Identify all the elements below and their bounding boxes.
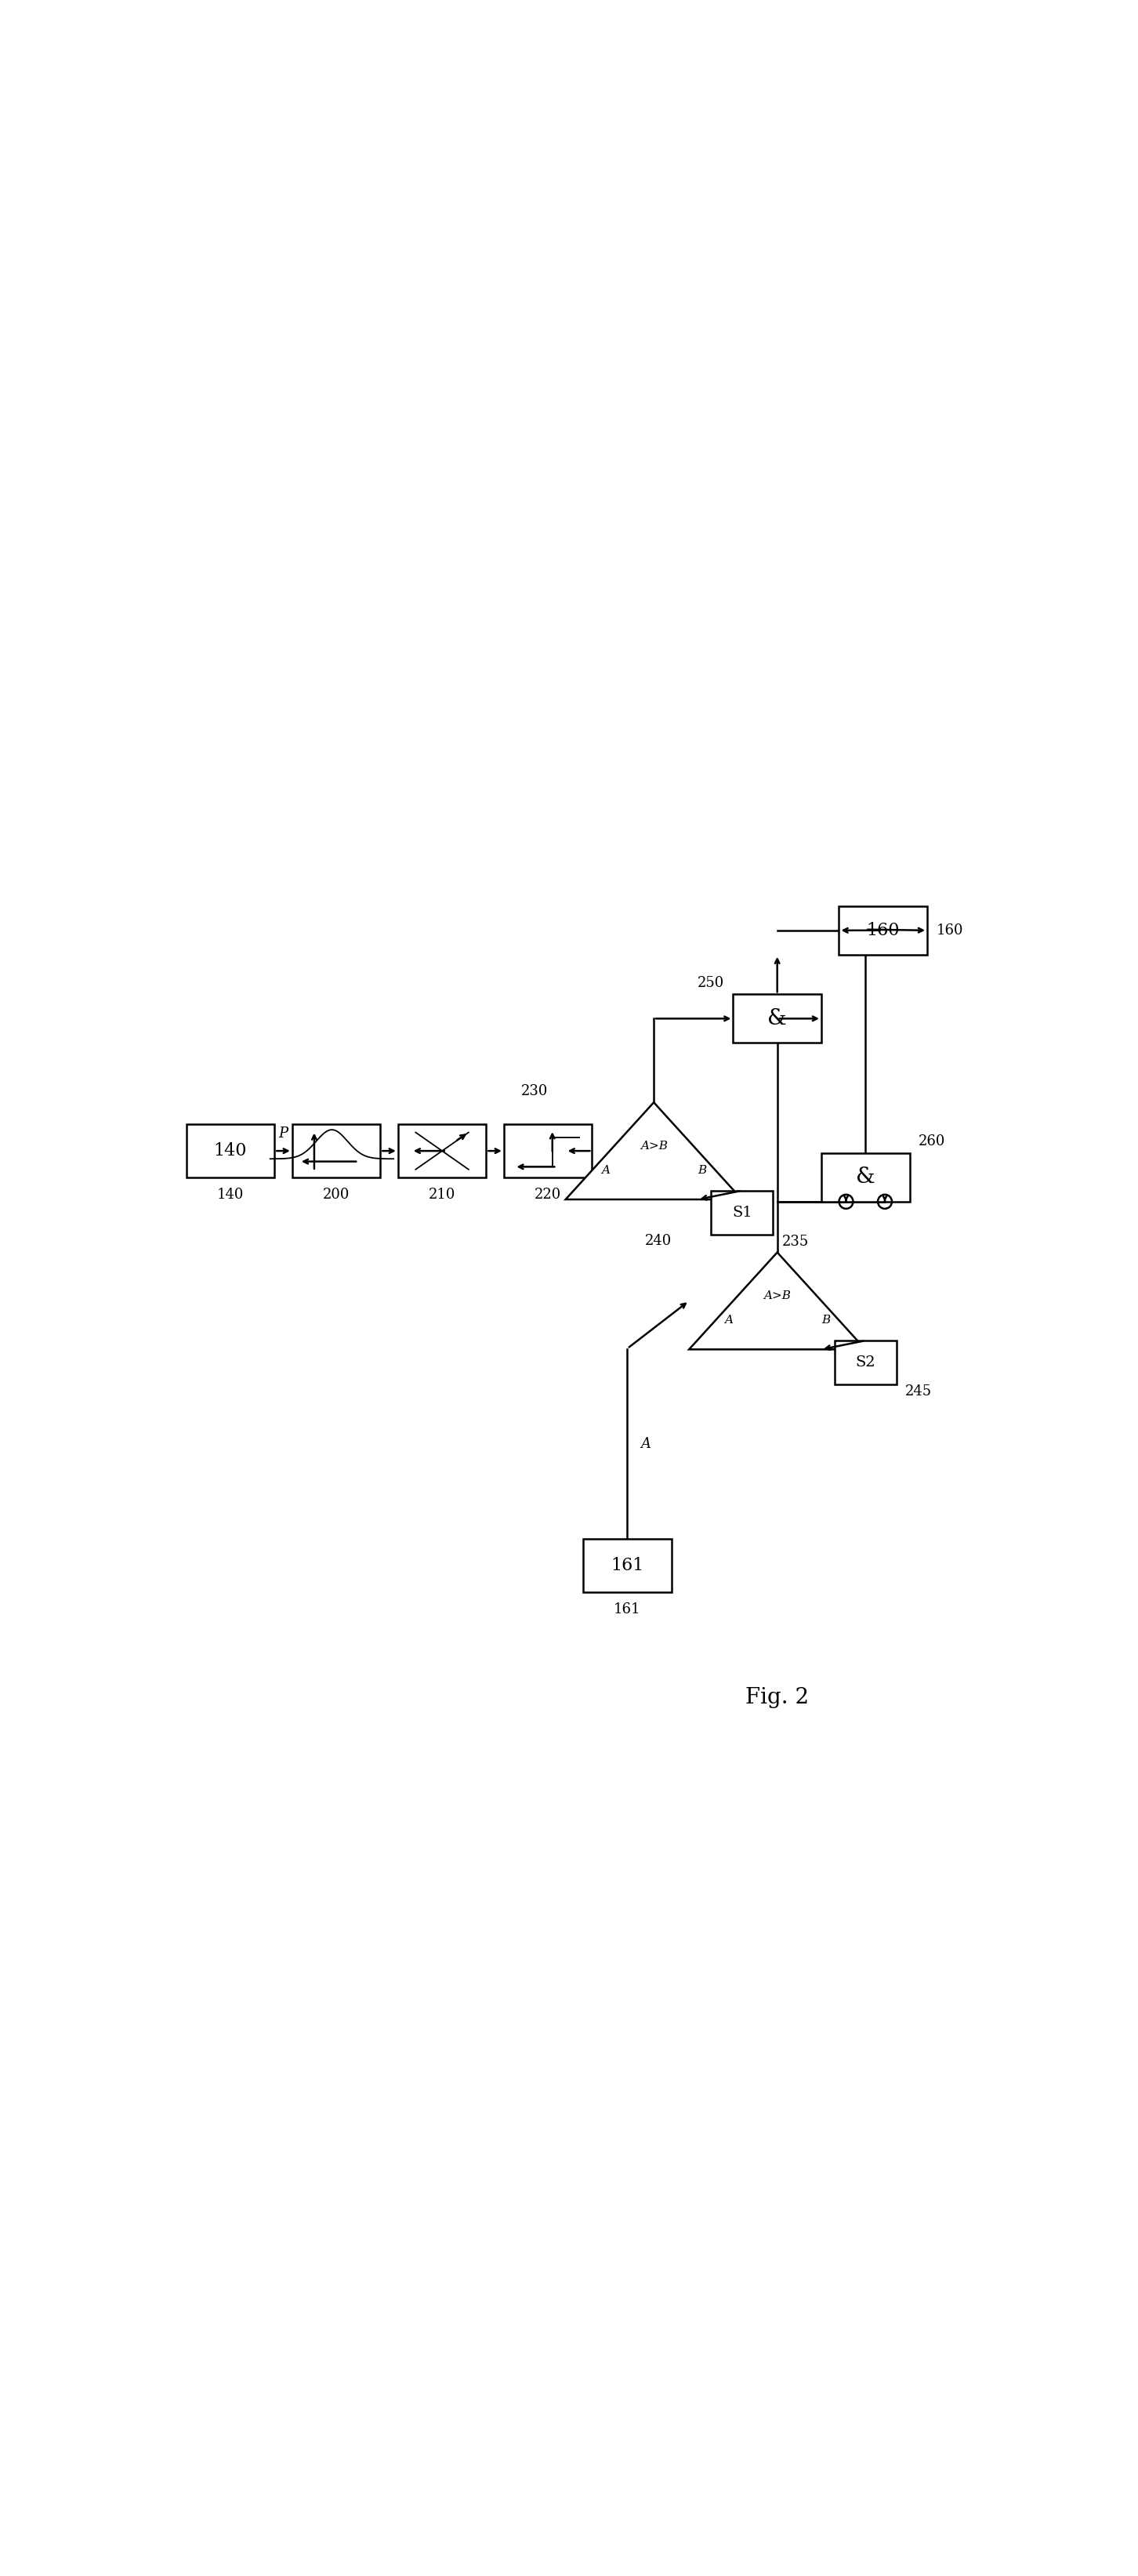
Text: 230: 230 — [521, 1084, 549, 1097]
Text: &: & — [767, 1007, 787, 1030]
Text: 245: 245 — [905, 1386, 932, 1399]
Bar — [834, 1340, 897, 1386]
Text: 160: 160 — [866, 922, 900, 940]
Text: S1: S1 — [732, 1206, 752, 1218]
Text: 210: 210 — [429, 1188, 455, 1203]
Text: 161: 161 — [613, 1602, 641, 1618]
Bar — [292, 1126, 380, 1177]
Bar — [839, 907, 927, 956]
Text: 250: 250 — [698, 976, 724, 989]
Text: 160: 160 — [935, 922, 963, 938]
Bar — [822, 1154, 909, 1200]
Bar — [733, 994, 822, 1043]
Text: 161: 161 — [611, 1556, 644, 1574]
Text: 220: 220 — [535, 1188, 561, 1203]
Text: 200: 200 — [323, 1188, 349, 1203]
Text: &: & — [856, 1167, 875, 1188]
Text: 235: 235 — [782, 1234, 808, 1249]
Text: S2: S2 — [856, 1355, 875, 1370]
Text: 140: 140 — [214, 1141, 247, 1159]
Text: B: B — [698, 1164, 707, 1175]
Text: P: P — [279, 1126, 288, 1141]
Bar — [398, 1126, 486, 1177]
Bar — [504, 1126, 592, 1177]
Text: Fig. 2: Fig. 2 — [745, 1687, 809, 1708]
Text: 260: 260 — [918, 1133, 946, 1149]
Text: A>B: A>B — [640, 1141, 668, 1151]
Text: A: A — [725, 1314, 733, 1327]
Polygon shape — [688, 1252, 865, 1350]
Bar — [583, 1538, 671, 1592]
Text: 240: 240 — [644, 1234, 671, 1247]
Text: A>B: A>B — [764, 1291, 791, 1301]
Text: A: A — [601, 1164, 610, 1175]
Polygon shape — [566, 1103, 742, 1200]
Text: A: A — [641, 1437, 651, 1450]
Text: 140: 140 — [217, 1188, 244, 1203]
Bar — [711, 1190, 773, 1234]
Text: B: B — [822, 1314, 830, 1327]
Bar — [187, 1126, 274, 1177]
